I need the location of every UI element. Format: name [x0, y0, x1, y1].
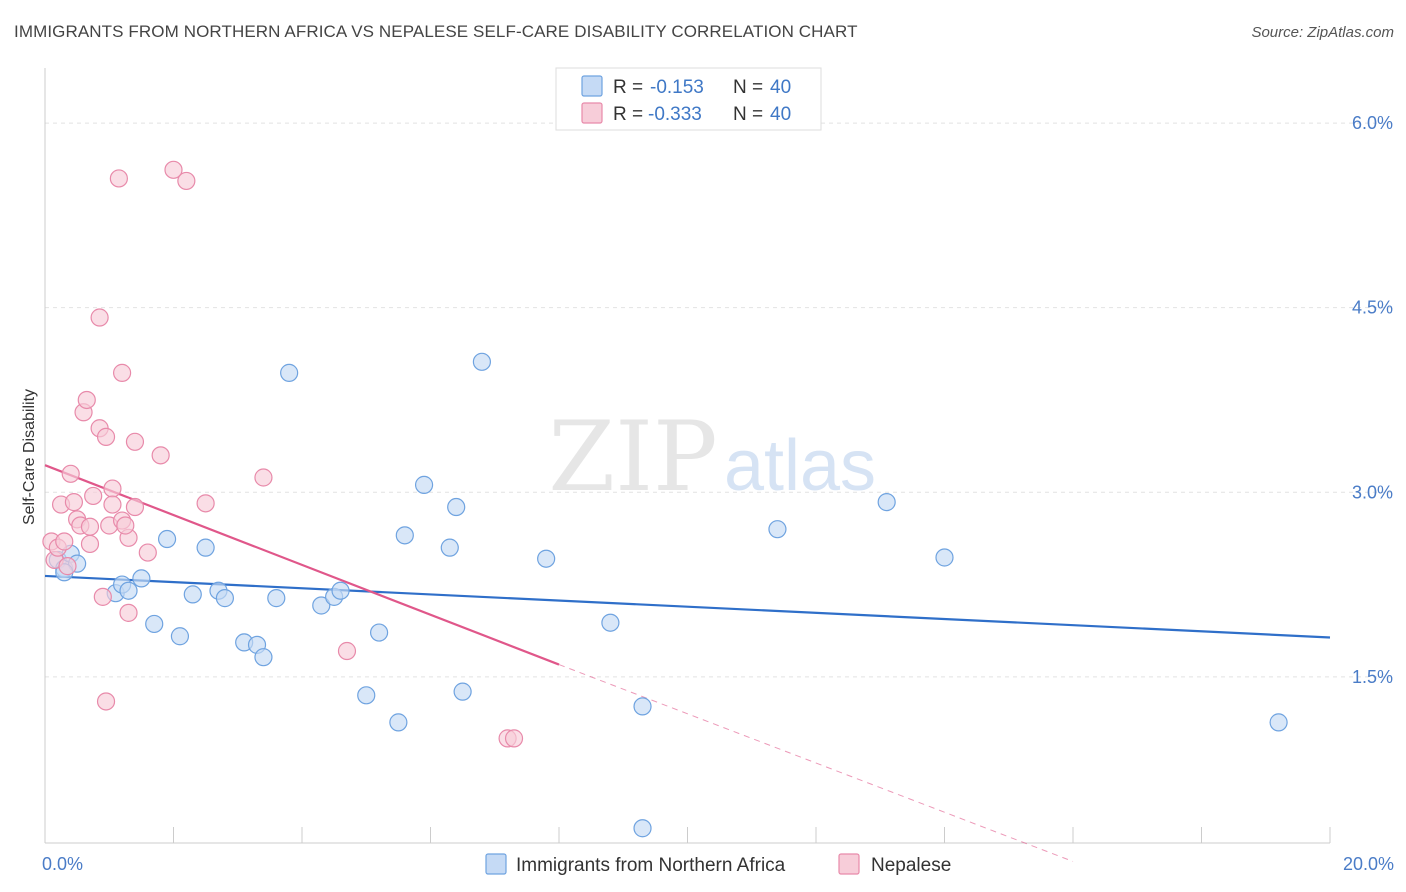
legend-n-label-2: N = — [733, 104, 763, 125]
point-series1-39 — [935, 548, 954, 567]
point-series2-17 — [93, 587, 112, 606]
point-series2-19 — [96, 692, 116, 711]
point-series2-25 — [109, 169, 128, 188]
data-points — [42, 160, 1288, 838]
legend-r-label-2: R = — [613, 104, 643, 125]
y-tick-label-0: 1.5% — [1352, 667, 1393, 687]
point-series2-6 — [61, 464, 80, 483]
bottom-legend-label-2: Nepalese — [871, 855, 951, 876]
watermark-zip: ZIP — [548, 401, 717, 513]
point-series2-14 — [84, 486, 103, 506]
point-series2-12 — [80, 534, 100, 554]
point-series1-38 — [877, 493, 896, 512]
point-series2-34 — [177, 171, 196, 191]
point-series1-24 — [357, 686, 376, 705]
point-series1-28 — [414, 475, 434, 494]
y-tick-label-1: 3.0% — [1352, 482, 1393, 502]
point-series1-33 — [537, 549, 556, 568]
axes — [44, 68, 1331, 844]
point-series1-23 — [331, 581, 350, 600]
y-tick-label-3: 6.0% — [1352, 113, 1393, 133]
y-tick-labels: 1.5% 3.0% 4.5% 6.0% — [1352, 113, 1393, 687]
point-series1-15 — [215, 589, 234, 608]
point-series1-31 — [453, 682, 472, 701]
point-series1-8 — [132, 569, 151, 588]
point-series1-11 — [170, 627, 190, 646]
legend-n-value-2: 40 — [770, 104, 791, 125]
point-series2-4 — [55, 532, 74, 551]
point-series1-7 — [119, 581, 138, 600]
point-series1-13 — [196, 538, 215, 557]
point-series1-25 — [370, 623, 389, 642]
point-series2-5 — [58, 557, 77, 576]
trend-line-series1 — [44, 574, 1331, 639]
point-series1-21 — [312, 596, 331, 615]
bottom-legend-swatch-1 — [485, 853, 507, 875]
watermark-atlas: atlas — [724, 426, 876, 506]
point-series1-34 — [601, 613, 620, 632]
trend-lines — [44, 464, 1331, 862]
legend-box: R = -0.153 N = 40 R = -0.333 N = 40 — [555, 67, 822, 131]
point-series1-27 — [395, 526, 414, 545]
trend-line-series2 — [44, 464, 560, 666]
point-series1-10 — [157, 529, 177, 549]
point-series2-26 — [112, 363, 132, 382]
point-series2-22 — [103, 495, 122, 514]
legend-n-label-1: N = — [733, 77, 763, 98]
point-series2-27 — [116, 516, 135, 535]
point-series2-39 — [504, 729, 524, 748]
y-tick-label-2: 4.5% — [1352, 298, 1393, 318]
point-series1-35 — [633, 697, 652, 716]
bottom-legend: Immigrants from Northern Africa Nepalese — [485, 853, 951, 876]
point-series2-37 — [337, 641, 357, 661]
point-series2-13 — [80, 517, 100, 536]
chart-title: IMMIGRANTS FROM NORTHERN AFRICA VS NEPAL… — [14, 22, 858, 41]
point-series2-32 — [151, 446, 170, 465]
y-axis-label: Self-Care Disability — [21, 389, 38, 525]
point-series2-36 — [254, 468, 273, 487]
grid-lines — [45, 122, 1392, 678]
legend-swatch-series2 — [581, 102, 603, 124]
point-series2-18 — [96, 427, 116, 446]
point-series2-7 — [64, 493, 84, 512]
point-series2-33 — [164, 160, 183, 179]
x-tick-label-min: 0.0% — [42, 854, 83, 874]
point-series2-21 — [103, 479, 122, 498]
point-series1-20 — [280, 363, 299, 382]
point-series2-11 — [77, 390, 96, 410]
bottom-legend-swatch-2 — [838, 853, 860, 875]
point-series1-12 — [183, 585, 202, 604]
legend-r-label-1: R = — [613, 77, 643, 98]
point-series1-18 — [254, 648, 273, 667]
point-series1-9 — [145, 614, 164, 634]
point-series1-29 — [440, 538, 459, 557]
legend-swatch-series1 — [581, 75, 603, 97]
point-series1-26 — [389, 713, 408, 732]
trend-line-extension-series2 — [558, 664, 1074, 862]
point-series2-28 — [119, 603, 138, 622]
point-series1-30 — [447, 497, 466, 517]
point-series1-32 — [472, 352, 491, 371]
x-tick-label-max: 20.0% — [1343, 854, 1394, 874]
bottom-legend-label-1: Immigrants from Northern Africa — [516, 855, 786, 876]
legend-r-value-2: -0.333 — [648, 104, 702, 125]
point-series1-19 — [267, 589, 286, 608]
legend-r-value-1: -0.153 — [650, 77, 704, 98]
point-series2-29 — [125, 497, 145, 517]
point-series2-30 — [125, 432, 145, 451]
point-series2-35 — [196, 494, 215, 513]
point-series2-31 — [138, 543, 157, 562]
watermark: ZIP atlas — [548, 401, 876, 513]
point-series1-40 — [1269, 713, 1288, 732]
point-series1-36 — [633, 819, 652, 838]
point-series1-37 — [768, 520, 787, 539]
chart-source: Source: ZipAtlas.com — [1251, 24, 1394, 41]
point-series2-16 — [90, 308, 109, 327]
legend-n-value-1: 40 — [770, 77, 791, 98]
